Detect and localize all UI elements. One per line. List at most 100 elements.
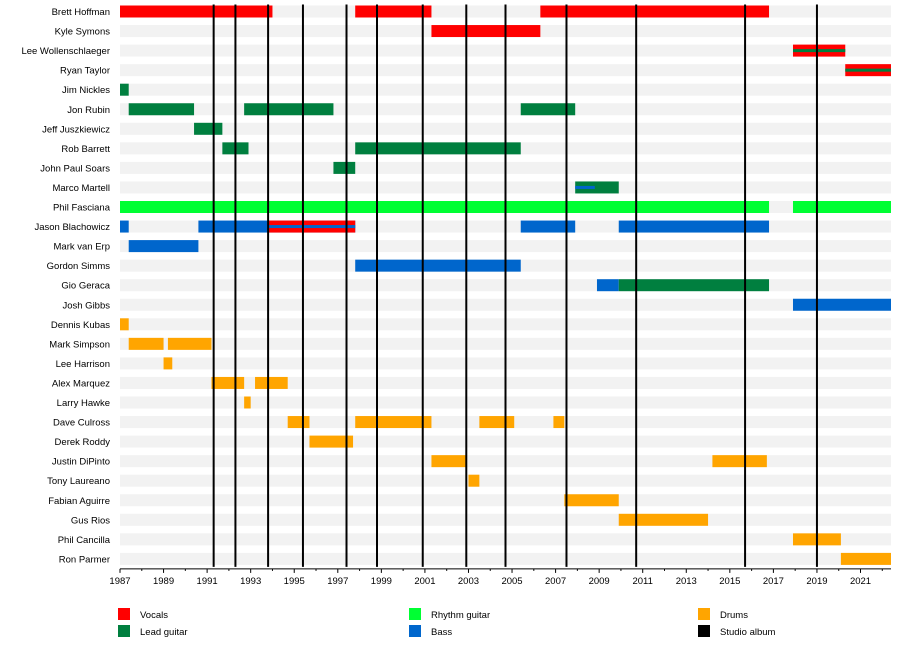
- legend-label-lead-guitar: Lead guitar: [140, 627, 188, 638]
- member-label: Jason Blachowicz: [34, 222, 110, 233]
- bar-drums: [287, 416, 310, 429]
- member-label: Phil Fasciana: [53, 203, 111, 214]
- member-label: Dave Culross: [53, 418, 110, 429]
- member-label: Larry Hawke: [57, 398, 110, 409]
- legend-swatch-vocals: [118, 608, 130, 620]
- legend-swatch-lead-guitar: [118, 625, 130, 637]
- bar-lead-guitar: [520, 103, 576, 116]
- legend-swatch-drums: [698, 608, 710, 620]
- bar-lead-guitar: [120, 83, 129, 96]
- bar-lead-guitar: [194, 122, 223, 135]
- member-label: Kyle Symons: [55, 27, 111, 38]
- x-tick-label: 2005: [501, 576, 522, 587]
- legend-label-vocals: Vocals: [140, 610, 168, 621]
- bar-lead-guitar: [333, 161, 356, 174]
- x-tick-label: 2021: [850, 576, 871, 587]
- member-label: John Paul Soars: [40, 163, 110, 174]
- bar-rhythm-guitar: [792, 201, 891, 213]
- member-label: Rob Barrett: [61, 144, 110, 155]
- x-tick-label: 1989: [153, 576, 174, 587]
- bar-drums: [840, 552, 891, 565]
- bar-lead-guitar-stripe: [792, 49, 846, 53]
- x-tick-label: 2007: [545, 576, 566, 587]
- x-tick-label: 1991: [197, 576, 218, 587]
- bar-vocals: [431, 25, 541, 38]
- x-tick-label: 1993: [240, 576, 261, 587]
- bar-lead-guitar: [575, 181, 619, 194]
- legend-label-studio-album: Studio album: [720, 627, 776, 638]
- member-label: Jon Rubin: [67, 105, 110, 116]
- bar-drums: [712, 455, 767, 468]
- bar-lead-guitar: [244, 103, 334, 116]
- member-label: Gus Rios: [71, 515, 110, 526]
- bar-bass: [792, 298, 891, 311]
- bar-bass: [120, 220, 129, 233]
- member-label: Gio Geraca: [61, 281, 110, 292]
- legend-label-bass: Bass: [431, 627, 452, 638]
- member-label: Jim Nickles: [62, 85, 110, 96]
- x-tick-label: 2011: [632, 576, 652, 587]
- bar-drums: [479, 416, 515, 429]
- member-label: Marco Martell: [52, 183, 110, 194]
- bar-drums: [309, 435, 354, 448]
- bar-drums: [255, 376, 288, 389]
- bar-lead-guitar: [618, 279, 770, 292]
- bar-bass: [355, 259, 521, 272]
- bar-drums: [211, 376, 245, 389]
- x-tick-label: 2017: [763, 576, 784, 587]
- member-label: Mark Simpson: [49, 339, 110, 350]
- member-label: Brett Hoffman: [52, 7, 110, 18]
- x-tick-label: 2015: [719, 576, 740, 587]
- bar-vocals: [355, 5, 432, 18]
- member-label: Phil Cancilla: [58, 535, 111, 546]
- member-label: Dennis Kubas: [51, 320, 110, 331]
- x-tick-label: 2001: [414, 576, 435, 587]
- bar-rhythm-guitar: [120, 201, 770, 213]
- x-tick-label: 1995: [284, 576, 305, 587]
- legend-label-rhythm-guitar: Rhythm guitar: [431, 610, 490, 621]
- member-label: Derek Roddy: [55, 437, 111, 448]
- bar-drums: [163, 357, 173, 370]
- x-tick-label: 2019: [806, 576, 827, 587]
- bar-vocals: [540, 5, 770, 18]
- member-label: Alex Marquez: [52, 378, 110, 389]
- bar-drums: [468, 474, 480, 487]
- legend-label-drums: Drums: [720, 610, 748, 621]
- bar-drums: [167, 337, 212, 350]
- legend-swatch-bass: [409, 625, 421, 637]
- bar-drums: [618, 513, 709, 526]
- bar-bass: [618, 220, 770, 233]
- bar-bass: [596, 279, 619, 292]
- member-label: Ryan Taylor: [60, 66, 110, 77]
- bar-bass-stripe: [575, 185, 595, 189]
- bar-drums: [553, 416, 565, 429]
- member-label: Fabian Aguirre: [48, 496, 110, 507]
- member-label: Justin DiPinto: [52, 457, 110, 468]
- bar-drums: [564, 494, 619, 507]
- x-tick-label: 2009: [589, 576, 610, 587]
- x-tick-label: 1999: [371, 576, 392, 587]
- member-label: Josh Gibbs: [62, 300, 110, 311]
- member-label: Mark van Erp: [54, 242, 111, 253]
- bar-bass: [520, 220, 576, 233]
- member-label: Lee Harrison: [56, 359, 110, 370]
- x-tick-label: 1997: [327, 576, 348, 587]
- bar-vocals: [120, 5, 273, 18]
- bar-lead-guitar: [128, 103, 195, 116]
- x-tick-label: 2003: [458, 576, 479, 587]
- bar-lead-guitar-stripe: [845, 68, 891, 72]
- bar-drums: [431, 455, 467, 468]
- member-label: Gordon Simms: [47, 261, 111, 272]
- member-label: Lee Wollenschlaeger: [21, 46, 110, 57]
- bar-drums: [244, 396, 251, 409]
- bar-lead-guitar: [355, 142, 521, 155]
- x-tick-label: 1987: [109, 576, 130, 587]
- bar-drums: [355, 416, 432, 429]
- legend-swatch-studio-album: [698, 625, 710, 637]
- bar-drums: [128, 337, 164, 350]
- member-label: Jeff Juszkiewicz: [42, 124, 110, 135]
- bar-drums: [120, 318, 129, 331]
- member-label: Ron Parmer: [59, 554, 110, 565]
- member-label: Tony Laureano: [47, 476, 110, 487]
